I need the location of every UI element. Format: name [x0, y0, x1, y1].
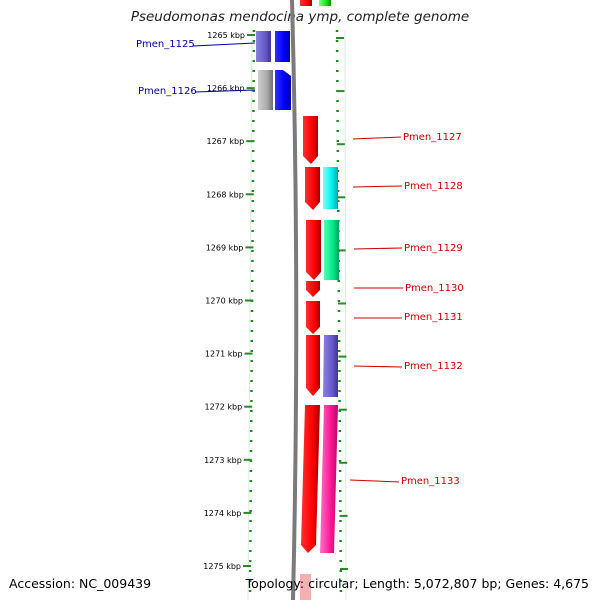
leader-line-pmen-1126 — [194, 89, 256, 93]
leader-line-pmen-1133 — [349, 479, 400, 483]
scale-tick-label: 1272 kbp — [204, 403, 242, 412]
gene-feature-pmen-1125-a — [256, 31, 271, 62]
genome-backbone — [290, 0, 299, 600]
leader-line-pmen-1132 — [353, 365, 403, 368]
leader-line-pmen-1129 — [353, 247, 403, 250]
gene-feature-pmen-1129-b — [324, 220, 339, 280]
gene-feature-pmen-1130 — [306, 281, 320, 297]
gene-label-pmen-1132: Pmen_1132 — [404, 361, 463, 372]
map-title: Pseudomonas mendocina ymp, complete geno… — [130, 9, 470, 25]
inner-guide-left — [247, 29, 253, 600]
gene-label-pmen-1130: Pmen_1130 — [405, 283, 464, 294]
gene-label-pmen-1128: Pmen_1128 — [404, 181, 463, 192]
gene-label-pmen-1131: Pmen_1131 — [404, 312, 463, 323]
gene-label-pmen-1125: Pmen_1125 — [136, 39, 195, 50]
leader-line-pmen-1125 — [192, 42, 256, 47]
scale-tick-label: 1271 kbp — [205, 350, 243, 359]
gene-feature-pmen-1127 — [303, 116, 318, 164]
leader-line-pmen-1127 — [352, 136, 402, 140]
gene-label-pmen-1126: Pmen_1126 — [138, 86, 197, 97]
gene-feature-pmen-1126-a — [258, 70, 273, 110]
gene-feature-pmen-1132-a — [306, 335, 320, 396]
scale-tick-label: 1274 kbp — [204, 509, 242, 518]
gene-feature-pmen-1133-a — [301, 405, 320, 553]
leader-line-pmen-1128 — [352, 185, 403, 188]
scale-tick-label: 1268 kbp — [206, 190, 244, 199]
scale-ticks: 1265 kbp 1266 kbp 1267 kbp 1268 kbp 1269 kbp… — [203, 31, 348, 571]
scale-tick-label: 1266 kbp — [207, 84, 245, 93]
gene-label-pmen-1129: Pmen_1129 — [404, 243, 463, 254]
inner-guide-right — [344, 29, 347, 600]
accession-text: Accession: NC_009439 — [9, 576, 152, 591]
scale-tick-label: 1270 kbp — [205, 297, 243, 306]
gene-feature-clipped-top-red — [300, 0, 312, 6]
gene-feature-clipped-bottom — [300, 574, 311, 600]
gene-feature-pmen-1129-a — [306, 220, 321, 280]
gene-feature-pmen-1132-b — [323, 335, 338, 397]
gene-feature-pmen-1128-a — [305, 167, 320, 210]
scale-guide-right — [335, 29, 343, 600]
topology-text: Topology: circular; Length: 5,072,807 bp… — [245, 576, 589, 591]
gene-feature-pmen-1125-b — [275, 31, 290, 62]
gene-feature-pmen-1133-b — [320, 405, 338, 553]
gene-feature-pmen-1131 — [306, 301, 320, 334]
scale-tick-label: 1267 kbp — [206, 137, 244, 146]
scale-tick-label: 1269 kbp — [206, 243, 244, 252]
gene-feature-pmen-1128-b — [323, 167, 338, 209]
gene-labels: Pmen_1125 Pmen_1126 Pmen_1127 Pmen_1128 Pmen… — [136, 39, 464, 487]
gene-feature-pmen-1126-b — [275, 70, 291, 110]
scale-tick-label: 1275 kbp — [203, 562, 241, 571]
scale-guide-left — [248, 29, 256, 600]
gene-label-pmen-1127: Pmen_1127 — [403, 132, 462, 143]
scale-tick-label: 1265 kbp — [207, 31, 245, 40]
gene-label-pmen-1133: Pmen_1133 — [401, 476, 460, 487]
gene-feature-clipped-top-green — [319, 0, 331, 6]
scale-tick-label: 1273 kbp — [204, 456, 242, 465]
